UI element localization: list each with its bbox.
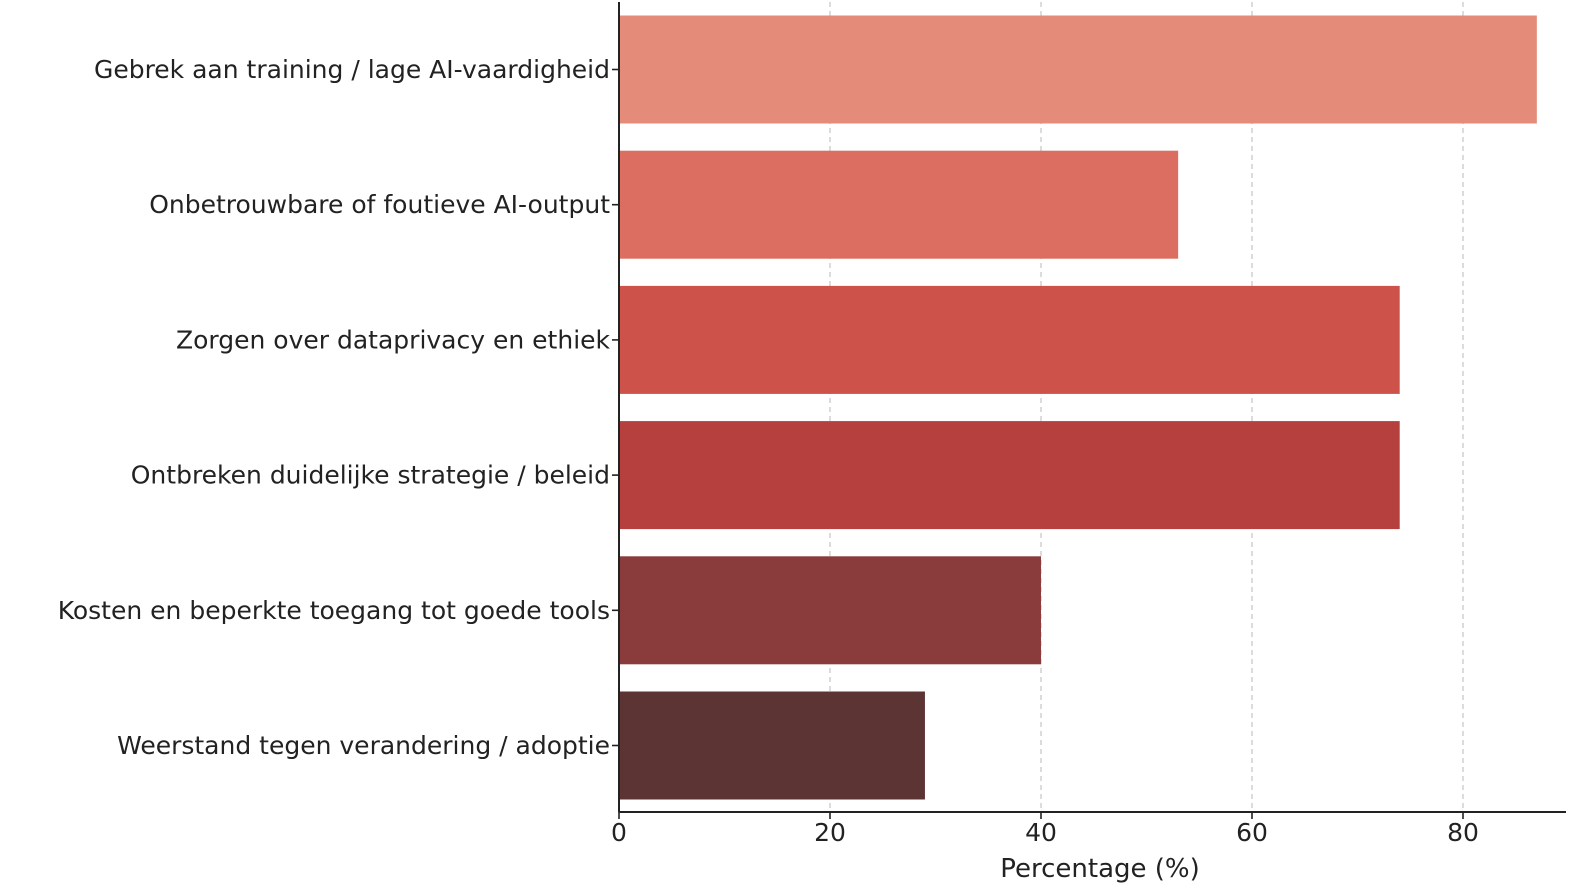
x-axis-title: Percentage (%): [1000, 854, 1200, 884]
category-label-1: Gebrek aan training / lage AI-vaardighei…: [94, 55, 610, 84]
x-tick-label-0: 0: [611, 818, 627, 847]
x-tick-label-80: 80: [1447, 818, 1479, 847]
bar-1: [619, 15, 1537, 124]
bar-4: [619, 421, 1400, 530]
category-label-6: Weerstand tegen verandering / adoptie: [117, 731, 610, 760]
bars: [619, 15, 1537, 800]
category-label-5: Kosten en beperkte toegang tot goede too…: [58, 596, 610, 625]
axes: [618, 2, 1566, 813]
x-tick-label-20: 20: [814, 818, 846, 847]
grid-lines: [829, 2, 1464, 812]
x-tick-label-40: 40: [1025, 818, 1057, 847]
category-label-3: Zorgen over dataprivacy en ethiek: [176, 325, 611, 354]
bar-2: [619, 150, 1179, 259]
category-labels: Gebrek aan training / lage AI-vaardighei…: [58, 55, 619, 760]
category-label-2: Onbetrouwbare of foutieve AI-output: [149, 190, 610, 219]
x-tick-labels: 0 20 40 60 80: [611, 812, 1479, 847]
bar-5: [619, 556, 1041, 665]
bar-3: [619, 285, 1400, 394]
category-label-4: Ontbreken duidelijke strategie / beleid: [131, 461, 610, 490]
bar-6: [619, 691, 925, 800]
x-tick-label-60: 60: [1236, 818, 1268, 847]
